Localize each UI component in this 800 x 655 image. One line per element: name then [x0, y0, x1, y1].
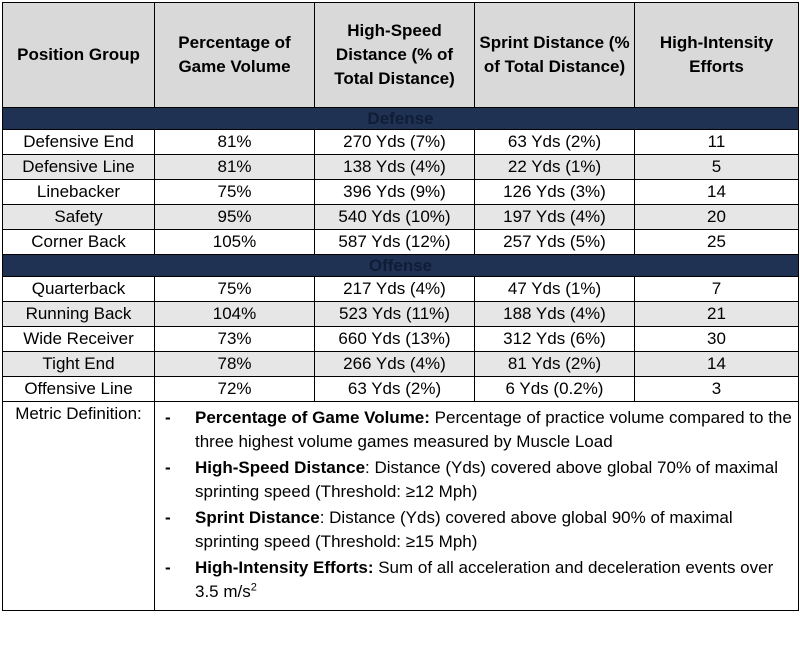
cell-position: Defensive End	[2, 129, 155, 155]
cell-efforts: 5	[634, 154, 799, 180]
table-row: Defensive Line 81% 138 Yds (4%) 22 Yds (…	[2, 154, 799, 180]
cell-sprint: 188 Yds (4%)	[474, 301, 635, 327]
cell-high-speed: 587 Yds (12%)	[314, 229, 475, 255]
table-row: Tight End 78% 266 Yds (4%) 81 Yds (2%) 1…	[2, 351, 799, 377]
cell-game-volume: 78%	[154, 351, 315, 377]
definition-term: Sprint Distance	[195, 508, 320, 527]
cell-efforts: 14	[634, 179, 799, 205]
definition-term: Percentage of Game Volume:	[195, 408, 430, 427]
header-game-volume: Percentage of Game Volume	[154, 2, 315, 108]
definition-item: - High-Speed Distance: Distance (Yds) co…	[161, 456, 792, 504]
superscript: 2	[250, 581, 257, 594]
cell-game-volume: 75%	[154, 179, 315, 205]
section-offense: Offense	[2, 254, 799, 277]
definition-list: - Percentage of Game Volume: Percentage …	[155, 402, 798, 610]
cell-position: Running Back	[2, 301, 155, 327]
header-high-intensity-efforts: High-Intensity Efforts	[634, 2, 799, 108]
metrics-table: Position Group Percentage of Game Volume…	[2, 2, 799, 611]
cell-game-volume: 73%	[154, 326, 315, 352]
cell-sprint: 81 Yds (2%)	[474, 351, 635, 377]
definition-item: - Sprint Distance: Distance (Yds) covere…	[161, 506, 792, 554]
cell-sprint: 47 Yds (1%)	[474, 276, 635, 302]
definition-text: Sum of all acceleration and deceleration…	[195, 558, 774, 601]
section-defense: Defense	[2, 107, 799, 130]
cell-efforts: 20	[634, 204, 799, 230]
cell-sprint: 126 Yds (3%)	[474, 179, 635, 205]
table-row: Running Back 104% 523 Yds (11%) 188 Yds …	[2, 301, 799, 327]
header-high-speed-distance: High-Speed Distance (% of Total Distance…	[314, 2, 475, 108]
cell-efforts: 14	[634, 351, 799, 377]
cell-position: Corner Back	[2, 229, 155, 255]
cell-high-speed: 138 Yds (4%)	[314, 154, 475, 180]
section-label: Offense	[2, 254, 799, 277]
metric-definition-row: Metric Definition: - Percentage of Game …	[2, 401, 799, 611]
definition-item: - High-Intensity Efforts: Sum of all acc…	[161, 556, 792, 604]
table-row: Defensive End 81% 270 Yds (7%) 63 Yds (2…	[2, 129, 799, 155]
cell-game-volume: 81%	[154, 129, 315, 155]
cell-position: Quarterback	[2, 276, 155, 302]
cell-position: Safety	[2, 204, 155, 230]
bullet-dash: -	[165, 408, 171, 427]
definition-text: : Distance (Yds) covered above global 90…	[195, 508, 733, 551]
cell-game-volume: 104%	[154, 301, 315, 327]
definition-term: High-Intensity Efforts:	[195, 558, 374, 577]
cell-high-speed: 266 Yds (4%)	[314, 351, 475, 377]
table-row: Safety 95% 540 Yds (10%) 197 Yds (4%) 20	[2, 204, 799, 230]
cell-high-speed: 63 Yds (2%)	[314, 376, 475, 402]
definition-text: Percentage of practice volume compared t…	[195, 408, 792, 451]
definition-item: - Percentage of Game Volume: Percentage …	[161, 406, 792, 454]
cell-high-speed: 540 Yds (10%)	[314, 204, 475, 230]
table-row: Corner Back 105% 587 Yds (12%) 257 Yds (…	[2, 229, 799, 255]
header-sprint-distance: Sprint Distance (% of Total Distance)	[474, 2, 635, 108]
cell-position: Defensive Line	[2, 154, 155, 180]
metric-definition-content: - Percentage of Game Volume: Percentage …	[154, 401, 799, 611]
cell-game-volume: 81%	[154, 154, 315, 180]
cell-efforts: 21	[634, 301, 799, 327]
cell-position: Linebacker	[2, 179, 155, 205]
cell-high-speed: 660 Yds (13%)	[314, 326, 475, 352]
definition-term: High-Speed Distance	[195, 458, 366, 477]
cell-efforts: 11	[634, 129, 799, 155]
cell-efforts: 3	[634, 376, 799, 402]
cell-high-speed: 523 Yds (11%)	[314, 301, 475, 327]
header-position-group: Position Group	[2, 2, 155, 108]
cell-game-volume: 75%	[154, 276, 315, 302]
definition-text: : Distance (Yds) covered above global 70…	[195, 458, 778, 501]
cell-game-volume: 72%	[154, 376, 315, 402]
cell-high-speed: 396 Yds (9%)	[314, 179, 475, 205]
cell-sprint: 197 Yds (4%)	[474, 204, 635, 230]
bullet-dash: -	[165, 508, 171, 527]
cell-position: Offensive Line	[2, 376, 155, 402]
cell-sprint: 312 Yds (6%)	[474, 326, 635, 352]
cell-sprint: 63 Yds (2%)	[474, 129, 635, 155]
cell-efforts: 7	[634, 276, 799, 302]
cell-high-speed: 217 Yds (4%)	[314, 276, 475, 302]
table-row: Quarterback 75% 217 Yds (4%) 47 Yds (1%)…	[2, 276, 799, 302]
table-row: Linebacker 75% 396 Yds (9%) 126 Yds (3%)…	[2, 179, 799, 205]
metric-definition-label: Metric Definition:	[2, 401, 155, 611]
cell-sprint: 22 Yds (1%)	[474, 154, 635, 180]
cell-efforts: 30	[634, 326, 799, 352]
section-label: Defense	[2, 107, 799, 130]
cell-position: Tight End	[2, 351, 155, 377]
table-row: Offensive Line 72% 63 Yds (2%) 6 Yds (0.…	[2, 376, 799, 402]
cell-game-volume: 105%	[154, 229, 315, 255]
table-row: Wide Receiver 73% 660 Yds (13%) 312 Yds …	[2, 326, 799, 352]
bullet-dash: -	[165, 458, 171, 477]
cell-sprint: 257 Yds (5%)	[474, 229, 635, 255]
cell-position: Wide Receiver	[2, 326, 155, 352]
bullet-dash: -	[165, 558, 171, 577]
cell-sprint: 6 Yds (0.2%)	[474, 376, 635, 402]
cell-high-speed: 270 Yds (7%)	[314, 129, 475, 155]
cell-game-volume: 95%	[154, 204, 315, 230]
cell-efforts: 25	[634, 229, 799, 255]
header-row: Position Group Percentage of Game Volume…	[2, 2, 799, 108]
